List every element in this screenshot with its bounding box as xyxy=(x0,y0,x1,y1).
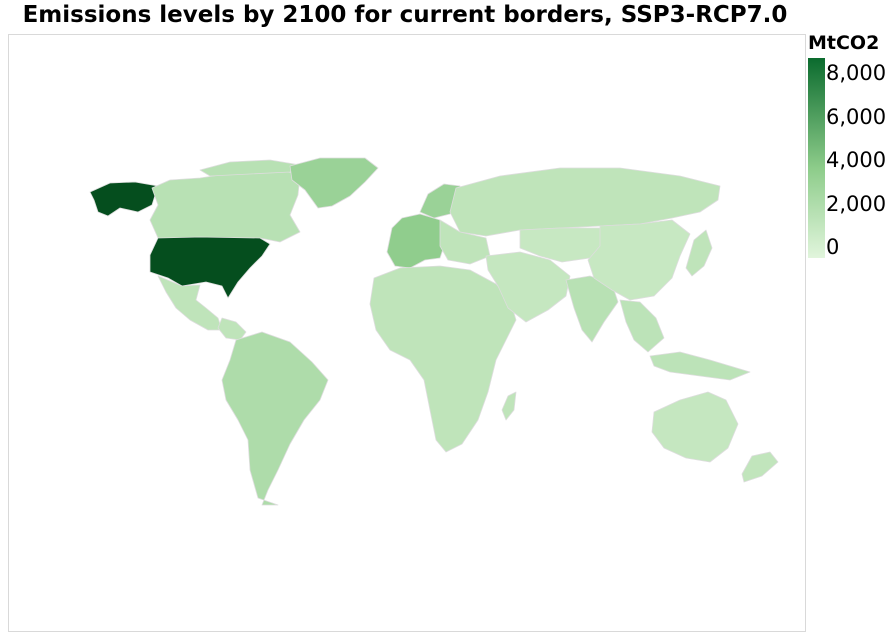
legend-title: MtCO2 xyxy=(808,32,880,54)
legend-tick-label: 8,000 xyxy=(826,61,887,86)
legend-color-bar xyxy=(808,58,825,258)
region-new-zealand[interactable] xyxy=(741,451,779,483)
region-eastern-europe[interactable] xyxy=(439,219,491,265)
region-russia[interactable] xyxy=(449,167,721,237)
map-title: Emissions levels by 2100 for current bor… xyxy=(22,2,788,28)
region-central-america[interactable] xyxy=(217,317,247,341)
legend-tick-label: 0 xyxy=(826,235,840,260)
region-greenland[interactable] xyxy=(289,157,379,209)
region-southeast-asia[interactable] xyxy=(619,299,665,353)
region-alaska[interactable] xyxy=(89,181,159,217)
region-china[interactable] xyxy=(587,219,691,301)
region-australia[interactable] xyxy=(651,391,739,463)
region-indonesia[interactable] xyxy=(649,351,751,381)
map-frame xyxy=(8,34,806,632)
legend-tick-label: 6,000 xyxy=(826,104,887,129)
legend-tick-label: 4,000 xyxy=(826,148,887,173)
region-madagascar[interactable] xyxy=(501,391,517,421)
region-united-states[interactable] xyxy=(149,236,271,299)
region-africa[interactable] xyxy=(369,265,517,453)
region-japan[interactable] xyxy=(685,229,713,277)
region-canada[interactable] xyxy=(149,169,301,243)
region-south-america[interactable] xyxy=(221,331,329,506)
region-western-europe[interactable] xyxy=(386,213,447,269)
region-middle-east[interactable] xyxy=(485,251,571,323)
legend-tick-label: 2,000 xyxy=(826,191,887,216)
